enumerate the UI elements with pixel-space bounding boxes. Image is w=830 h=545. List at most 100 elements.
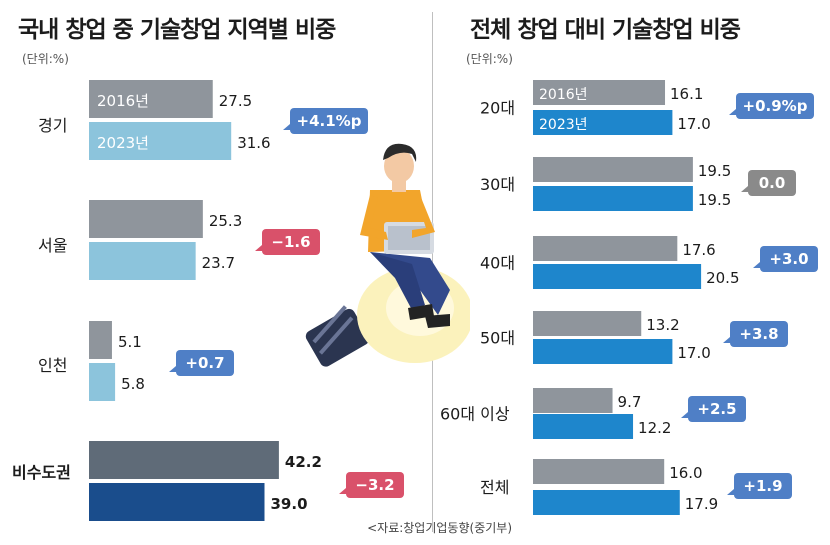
change-badge-box	[176, 350, 234, 376]
legend-2016-label: 2016년	[539, 87, 588, 103]
value-label-2023: 39.0	[271, 495, 308, 513]
founder-on-lightbulb-illustration	[305, 143, 470, 367]
change-badge: +3.0	[753, 246, 818, 272]
value-label-2016: 5.1	[118, 333, 142, 351]
change-badge: −3.2	[339, 472, 404, 498]
bar-2023	[533, 339, 673, 364]
change-badge-box	[736, 93, 814, 119]
value-label-2016: 42.2	[285, 453, 322, 471]
change-badge: +4.1%p	[283, 108, 368, 134]
change-badge-pointer	[283, 124, 290, 130]
value-label-2016: 16.0	[669, 464, 702, 482]
change-badge-box	[748, 170, 796, 196]
change-badge-box	[688, 396, 746, 422]
change-badge-label: −3.2	[355, 476, 394, 494]
change-badge: +3.8	[723, 321, 788, 347]
change-badge-pointer	[255, 245, 262, 251]
bar-2023	[89, 122, 232, 160]
bar-2016	[89, 80, 213, 118]
lightbulb-socket-icon	[305, 305, 370, 367]
change-badge-label: +1.9	[743, 477, 782, 495]
change-badge-box	[262, 229, 320, 255]
bar-2016	[533, 311, 642, 336]
right-category-label: 전체	[480, 478, 509, 497]
bar-2023	[533, 490, 680, 515]
right-chart-title: 전체 창업 대비 기술창업 비중	[470, 17, 741, 43]
change-badge-pointer	[729, 109, 736, 115]
change-badge-box	[730, 321, 788, 347]
right-category-label: 60대 이상	[440, 405, 510, 424]
right-chart-unit: (단위:%)	[466, 52, 513, 66]
bar-2016	[533, 80, 666, 105]
value-label-2023: 17.0	[677, 115, 710, 133]
value-label-2016: 17.6	[682, 241, 715, 259]
legend-2023-label: 2023년	[539, 117, 588, 133]
left-category-label: 서울	[38, 236, 67, 255]
change-badge-pointer	[681, 412, 688, 418]
left-category-label: 비수도권	[12, 463, 71, 482]
right-category-label: 40대	[480, 254, 515, 273]
left-category-label: 경기	[38, 116, 67, 135]
value-label-2016: 16.1	[670, 85, 703, 103]
change-badge: 0.0	[741, 170, 796, 196]
change-badge: +2.5	[681, 396, 746, 422]
change-badge: +0.7	[169, 350, 234, 376]
legend-2016-label: 2016년	[97, 92, 149, 110]
bar-2016	[533, 459, 665, 484]
left-category-label: 인천	[38, 356, 67, 375]
value-label-2023: 23.7	[202, 254, 235, 272]
bar-2016	[89, 441, 279, 479]
value-label-2023: 19.5	[698, 191, 731, 209]
value-label-2023: 31.6	[237, 134, 270, 152]
value-label-2023: 17.9	[685, 495, 718, 513]
change-badge: +0.9%p	[729, 93, 814, 119]
change-badge-label: +0.9%p	[743, 97, 808, 115]
left-chart-title: 국내 창업 중 기술창업 지역별 비중	[18, 17, 336, 43]
left-chart-unit: (단위:%)	[22, 52, 69, 66]
value-label-2023: 17.0	[677, 344, 710, 362]
bar-2016	[533, 236, 678, 261]
bar-2023	[533, 414, 634, 439]
value-label-2016: 27.5	[219, 92, 252, 110]
change-badge-label: +2.5	[697, 400, 736, 418]
change-badge-label: +0.7	[185, 354, 224, 372]
bar-2023	[89, 363, 116, 401]
change-badge-pointer	[741, 186, 748, 192]
change-badge-box	[734, 473, 792, 499]
right-category-label: 20대	[480, 99, 515, 118]
bar-2016	[533, 157, 693, 182]
bar-2016	[89, 321, 112, 359]
bar-2016	[89, 200, 203, 238]
bar-2016	[533, 388, 613, 413]
change-badge-pointer	[723, 337, 730, 343]
bar-2023	[533, 264, 702, 289]
change-badge-label: −1.6	[271, 233, 310, 251]
value-label-2023: 12.2	[638, 419, 671, 437]
change-badge-pointer	[169, 366, 176, 372]
change-badge: +1.9	[727, 473, 792, 499]
right-category-label: 50대	[480, 329, 515, 348]
value-label-2016: 19.5	[698, 162, 731, 180]
change-badge-box	[290, 108, 368, 134]
legend-2023-label: 2023년	[97, 134, 149, 152]
change-badge-label: 0.0	[759, 174, 786, 192]
source-note: <자료:창업기업동향(중기부)	[367, 521, 512, 535]
bar-2023	[89, 242, 196, 280]
value-label-2016: 9.7	[618, 393, 642, 411]
change-badge-pointer	[753, 262, 760, 268]
bar-2023	[89, 483, 265, 521]
change-badge-box	[760, 246, 818, 272]
change-badge-box	[346, 472, 404, 498]
change-badge-pointer	[339, 488, 346, 494]
change-badge-label: +3.8	[739, 325, 778, 343]
value-label-2023: 5.8	[121, 375, 145, 393]
change-badge-pointer	[727, 489, 734, 495]
value-label-2023: 20.5	[706, 269, 739, 287]
change-badge: −1.6	[255, 229, 320, 255]
value-label-2016: 13.2	[646, 316, 679, 334]
right-category-label: 30대	[480, 175, 515, 194]
bar-2023	[533, 186, 693, 211]
bar-2023	[533, 110, 673, 135]
value-label-2016: 25.3	[209, 212, 242, 230]
